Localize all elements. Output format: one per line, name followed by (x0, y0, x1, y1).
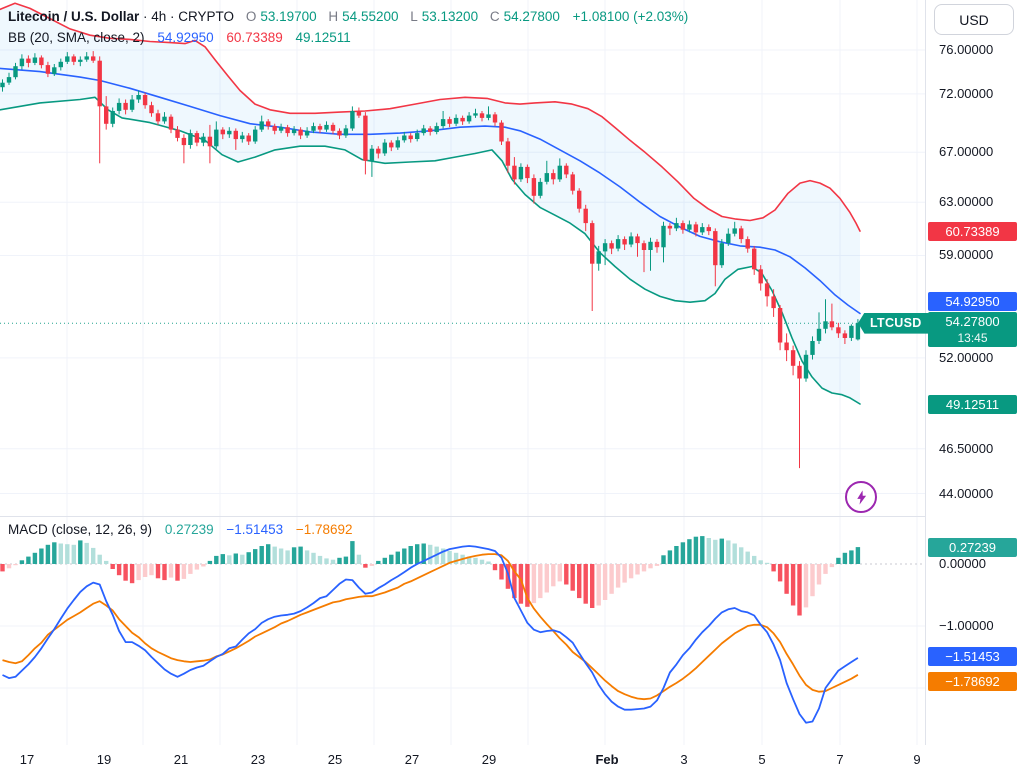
time-axis-label: 17 (19, 752, 35, 767)
time-axis-label: 5 (758, 752, 766, 767)
bb-title: BB (20, SMA, close, 2) (8, 30, 145, 45)
bb-basis-value: 54.92950 (157, 30, 214, 45)
macd-title: MACD (close, 12, 26, 9) (8, 522, 153, 537)
time-axis[interactable]: 17 19 21 23 25 27 29 Feb 3 5 7 9 (0, 745, 1024, 781)
price-axis-border (925, 0, 926, 745)
low-value: 53.13200 (421, 9, 479, 24)
close-label: C (489, 9, 500, 24)
high-label: H (328, 9, 339, 24)
symbol-price-tag: LTCUSD (858, 312, 930, 334)
close-value: 54.27800 (503, 9, 560, 24)
low-label: L (410, 9, 418, 24)
time-axis-label: 21 (173, 752, 189, 767)
candles-layer (0, 51, 861, 469)
macd-hist-value: 0.27239 (164, 522, 214, 537)
chart-canvas[interactable] (0, 0, 925, 745)
macd-axis-badge: −1.78692 (928, 672, 1017, 692)
price-axis-badge: 49.12511 (928, 394, 1017, 414)
time-axis-label: 9 (913, 752, 921, 767)
price-axis-label: 72.00000 (939, 85, 994, 101)
price-axis[interactable]: 76.00000 72.00000 67.00000 63.00000 59.00000… (925, 0, 1024, 745)
time-axis-label: 29 (481, 752, 497, 767)
symbol-meta: · 4h · CRYPTO (139, 9, 235, 24)
macd-axis-badge: −1.51453 (928, 647, 1017, 667)
high-value: 54.55200 (342, 9, 399, 24)
time-axis-label: 7 (836, 752, 844, 767)
bb-legend[interactable]: BB (20, SMA, close, 2) 54.92950 60.73389… (8, 30, 351, 45)
symbol-legend[interactable]: Litecoin / U.S. Dollar · 4h · CRYPTO O 53… (8, 9, 688, 24)
time-axis-label: Feb (595, 752, 619, 767)
time-axis-label: 19 (96, 752, 112, 767)
macd-axis-label: 0.00000 (939, 556, 986, 571)
current-price-value: 54.27800 (945, 314, 1000, 330)
price-axis-label: 52.00000 (939, 349, 994, 365)
current-price-badge: 54.27800 13:45 (928, 312, 1017, 348)
time-axis-label: 23 (250, 752, 266, 767)
price-axis-label: 46.50000 (939, 440, 994, 456)
macd-axis-label: −1.00000 (939, 618, 994, 633)
price-axis-label: 76.00000 (939, 42, 994, 57)
time-axis-label: 27 (404, 752, 420, 767)
open-label: O (245, 9, 257, 24)
price-axis-badge: 60.73389 (928, 222, 1017, 242)
macd-legend[interactable]: MACD (close, 12, 26, 9) 0.27239 −1.51453… (8, 522, 353, 537)
macd-line-value: −1.51453 (226, 522, 284, 537)
price-axis-badge: 54.92950 (928, 291, 1017, 311)
change-value: +1.08100 (+2.03%) (572, 9, 689, 24)
candle-countdown: 13:45 (957, 331, 988, 346)
time-axis-label: 3 (680, 752, 688, 767)
bb-upper-value: 60.73389 (226, 30, 283, 45)
currency-toggle-button[interactable]: USD (934, 4, 1014, 35)
symbol-title: Litecoin / U.S. Dollar (8, 9, 140, 24)
bb-lower-value: 49.12511 (295, 30, 351, 45)
macd-signal-value: −1.78692 (295, 522, 353, 537)
flash-icon-button[interactable] (845, 481, 877, 513)
macd-axis-badge: 0.27239 (928, 537, 1017, 557)
open-value: 53.19700 (260, 9, 317, 24)
pane-divider[interactable] (0, 516, 1024, 517)
time-axis-label: 25 (327, 752, 343, 767)
price-axis-label: 59.00000 (939, 247, 994, 263)
flash-icon (856, 489, 866, 505)
price-axis-label: 63.00000 (939, 194, 994, 210)
macd-histogram-layer (0, 536, 861, 616)
price-axis-label: 44.00000 (939, 485, 994, 501)
price-axis-label: 67.00000 (939, 144, 994, 160)
